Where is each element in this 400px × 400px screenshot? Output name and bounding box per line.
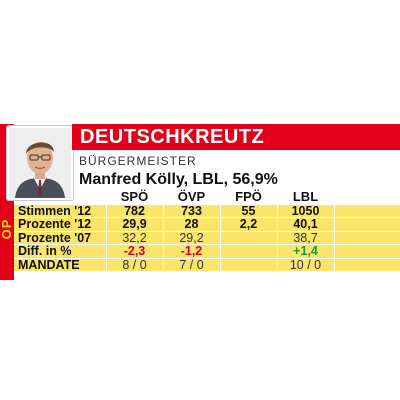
- election-result-card: OP DEUTSCHKREUTZ BÜRGERMEISTER Manfred K…: [0, 124, 400, 280]
- col-header-ovp: ÖVP: [163, 190, 221, 204]
- table-row: MANDATE 8 / 0 7 / 0 10 / 0: [14, 257, 400, 271]
- cell: [220, 257, 278, 271]
- cell: 55: [220, 203, 278, 218]
- cell: 10 / 0: [277, 257, 335, 271]
- title-bar: DEUTSCHKREUTZ: [72, 124, 400, 150]
- table-row: Prozente '07 32,2 29,2 38,7: [14, 230, 400, 245]
- row-label: Diff. in %: [14, 244, 107, 258]
- cell: 29,2: [163, 230, 221, 245]
- results-table: SPÖ ÖVP FPÖ LBL Stimmen '12 782 733 55 1…: [14, 190, 400, 271]
- role-label: BÜRGERMEISTER: [79, 154, 197, 168]
- cell: 38,7: [277, 230, 335, 245]
- table-row: Stimmen '12 782 733 55 1050: [14, 203, 400, 218]
- person-portrait-icon: [9, 128, 71, 198]
- cell: 2,2: [220, 217, 278, 231]
- cell: +1,4: [277, 244, 335, 258]
- cell: 733: [163, 203, 221, 218]
- cell: 28: [163, 217, 221, 231]
- cell: -1,2: [163, 244, 221, 258]
- cell: 32,2: [106, 230, 164, 245]
- cell: [220, 244, 278, 258]
- cell: 782: [106, 203, 164, 218]
- filler-cell: [334, 257, 400, 271]
- cell: 40,1: [277, 217, 335, 231]
- table-row: Prozente '12 29,9 28 2,2 40,1: [14, 217, 400, 231]
- col-header-lbl: LBL: [277, 190, 335, 204]
- cell: 29,9: [106, 217, 164, 231]
- filler-cell: [334, 203, 400, 218]
- side-label: OP: [0, 218, 14, 240]
- row-label: Prozente '12: [14, 217, 107, 231]
- col-header-spo: SPÖ: [106, 190, 164, 204]
- table-row: Diff. in % -2,3 -1,2 +1,4: [14, 244, 400, 258]
- mayor-name: Manfred Kölly, LBL, 56,9%: [79, 171, 278, 188]
- header-filler: [334, 191, 400, 204]
- header-blank: [14, 191, 107, 204]
- row-label: Stimmen '12: [14, 203, 107, 218]
- mayor-photo: [7, 126, 73, 200]
- filler-cell: [334, 217, 400, 231]
- cell: 1050: [277, 203, 335, 218]
- filler-cell: [334, 244, 400, 258]
- place-title: DEUTSCHKREUTZ: [80, 126, 265, 148]
- cell: 7 / 0: [163, 257, 221, 271]
- filler-cell: [334, 230, 400, 245]
- cell: -2,3: [106, 244, 164, 258]
- cell: 8 / 0: [106, 257, 164, 271]
- col-header-fpo: FPÖ: [220, 190, 278, 204]
- row-label: MANDATE: [14, 257, 107, 271]
- cell: [220, 230, 278, 245]
- row-label: Prozente '07: [14, 230, 107, 245]
